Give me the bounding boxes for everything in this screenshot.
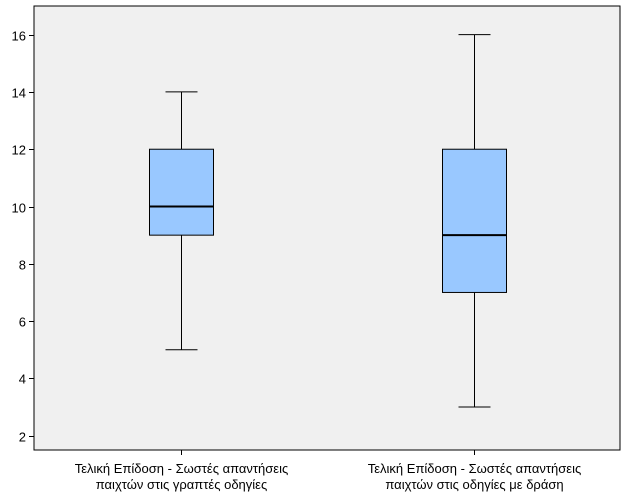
x-category-label: Τελική Επίδοση - Σωστές απαντήσεις xyxy=(75,461,289,476)
y-tick-label: 4 xyxy=(19,372,26,387)
iqr-box xyxy=(442,148,507,293)
y-tick-label: 16 xyxy=(12,29,26,44)
y-tick-label: 14 xyxy=(12,86,26,101)
x-axis: Τελική Επίδοση - Σωστές απαντήσειςπαιχτώ… xyxy=(75,450,582,492)
plot-area xyxy=(33,5,621,451)
box-group xyxy=(149,91,214,351)
x-category-label: παιχτών στις γραπτές οδηγίες xyxy=(96,477,267,492)
y-tick-label: 10 xyxy=(12,201,26,216)
y-tick-label: 8 xyxy=(19,258,26,273)
y-tick-label: 6 xyxy=(19,315,26,330)
x-category-label: Τελική Επίδοση - Σωστές απαντήσεις xyxy=(368,461,582,476)
y-tick-label: 12 xyxy=(12,143,26,158)
box-group xyxy=(442,34,507,408)
y-axis: 2 4 6 8 10 12 14 16 xyxy=(12,29,34,445)
boxes xyxy=(149,34,507,408)
iqr-box xyxy=(149,148,214,236)
x-category-label: παιχτών στις οδηγίες με δράση xyxy=(385,477,563,492)
y-tick-label: 2 xyxy=(19,430,26,445)
